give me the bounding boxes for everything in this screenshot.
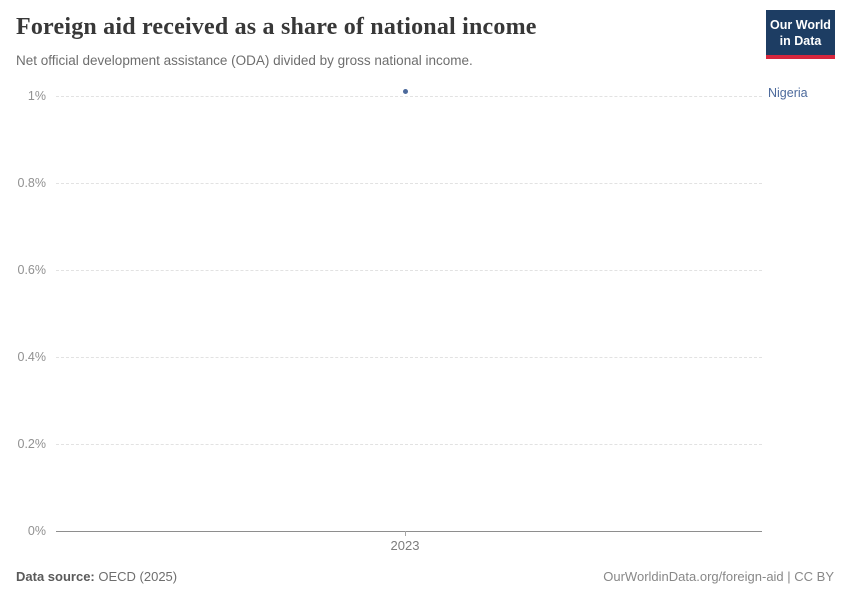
gridline [56, 357, 762, 358]
chart-subtitle: Net official development assistance (ODA… [16, 53, 473, 68]
chart-title: Foreign aid received as a share of natio… [16, 14, 537, 40]
ytick-label: 0.4% [17, 350, 47, 364]
owid-logo[interactable]: Our World in Data [766, 10, 835, 59]
gridline [56, 183, 762, 184]
x-axis-line [56, 531, 762, 532]
data-source-value: OECD (2025) [94, 569, 178, 584]
owid-logo-line2: in Data [779, 34, 822, 48]
gridline [56, 270, 762, 271]
data-source-note: Data source: OECD (2025) [16, 569, 177, 584]
data-source-label: Data source: [16, 569, 95, 584]
ytick-label: 0.8% [17, 176, 47, 190]
gridline [56, 444, 762, 445]
ytick-label: 0.6% [17, 263, 47, 277]
data-point-nigeria[interactable] [402, 89, 408, 95]
owid-logo-line1: Our World [770, 18, 831, 32]
ytick-label: 0% [27, 524, 46, 538]
ytick-label: 0.2% [17, 437, 47, 451]
license-link[interactable]: OurWorldinData.org/foreign-aid | CC BY [603, 569, 834, 584]
xtick-mark-2023 [405, 531, 406, 536]
ytick-label: 1% [27, 89, 46, 103]
entity-label-nigeria[interactable]: Nigeria [768, 86, 808, 100]
xtick-label-2023: 2023 [390, 538, 420, 553]
gridline [56, 96, 762, 97]
